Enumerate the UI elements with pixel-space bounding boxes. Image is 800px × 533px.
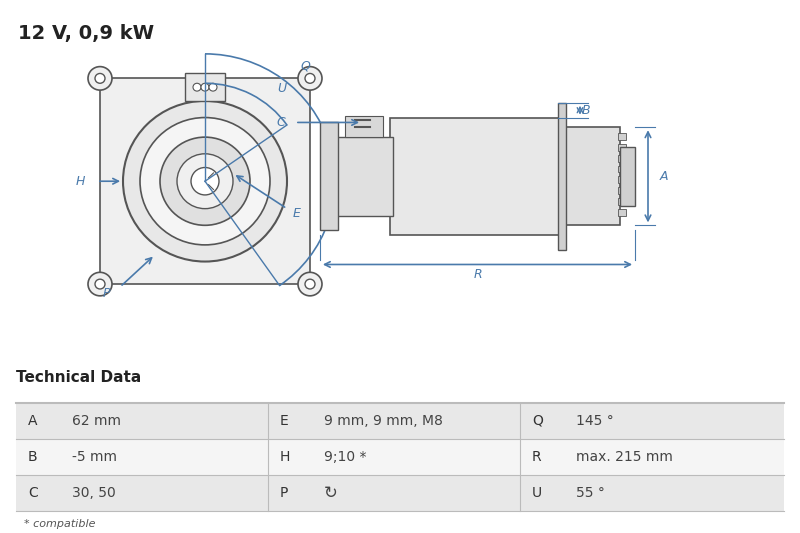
Bar: [618, 144, 626, 151]
Circle shape: [123, 101, 287, 262]
Text: R: R: [532, 450, 542, 464]
Circle shape: [95, 74, 105, 83]
Circle shape: [209, 83, 217, 91]
Text: 30, 50: 30, 50: [72, 486, 116, 500]
Circle shape: [177, 154, 233, 208]
Text: B: B: [28, 450, 38, 464]
FancyBboxPatch shape: [16, 475, 784, 511]
Bar: [618, 166, 626, 172]
Circle shape: [191, 167, 219, 195]
FancyBboxPatch shape: [335, 137, 393, 215]
Bar: [618, 133, 626, 140]
FancyBboxPatch shape: [560, 127, 620, 225]
Text: max. 215 mm: max. 215 mm: [576, 450, 673, 464]
Text: E: E: [293, 207, 301, 220]
Text: ↻: ↻: [324, 484, 338, 502]
Text: 62 mm: 62 mm: [72, 414, 121, 427]
Circle shape: [298, 272, 322, 296]
Bar: [618, 187, 626, 194]
Text: R: R: [473, 268, 482, 281]
Text: Q: Q: [532, 414, 543, 427]
Circle shape: [88, 67, 112, 90]
Text: 9;10 *: 9;10 *: [324, 450, 366, 464]
FancyBboxPatch shape: [345, 116, 383, 137]
FancyBboxPatch shape: [16, 402, 784, 439]
Text: 12 V, 0,9 kW: 12 V, 0,9 kW: [18, 25, 154, 44]
FancyBboxPatch shape: [16, 439, 784, 475]
FancyBboxPatch shape: [390, 118, 560, 235]
Text: Technical Data: Technical Data: [16, 370, 142, 385]
FancyBboxPatch shape: [620, 147, 635, 206]
Bar: [618, 198, 626, 205]
Text: 9 mm, 9 mm, M8: 9 mm, 9 mm, M8: [324, 414, 443, 427]
Circle shape: [95, 279, 105, 289]
Text: * compatible: * compatible: [24, 519, 95, 529]
Circle shape: [201, 83, 209, 91]
Text: C: C: [28, 486, 38, 500]
FancyBboxPatch shape: [185, 74, 225, 101]
Text: A: A: [28, 414, 38, 427]
Bar: [618, 208, 626, 215]
Text: E: E: [280, 414, 289, 427]
Circle shape: [193, 83, 201, 91]
Bar: [618, 176, 626, 183]
Text: 55 °: 55 °: [576, 486, 605, 500]
FancyBboxPatch shape: [320, 123, 338, 230]
Text: Q: Q: [300, 59, 310, 72]
Text: 145 °: 145 °: [576, 414, 614, 427]
Text: B: B: [582, 104, 590, 117]
Circle shape: [305, 74, 315, 83]
Text: -5 mm: -5 mm: [72, 450, 117, 464]
Text: U: U: [277, 82, 286, 95]
Circle shape: [88, 272, 112, 296]
Circle shape: [298, 67, 322, 90]
Text: P: P: [280, 486, 288, 500]
Text: A: A: [660, 170, 669, 183]
Text: U: U: [532, 486, 542, 500]
Circle shape: [305, 279, 315, 289]
Text: P: P: [102, 287, 110, 301]
Circle shape: [140, 118, 270, 245]
Text: H: H: [280, 450, 290, 464]
Bar: [618, 155, 626, 161]
FancyBboxPatch shape: [100, 78, 310, 284]
FancyBboxPatch shape: [558, 103, 566, 250]
Text: H: H: [76, 175, 85, 188]
Circle shape: [160, 137, 250, 225]
Text: C: C: [276, 116, 285, 129]
